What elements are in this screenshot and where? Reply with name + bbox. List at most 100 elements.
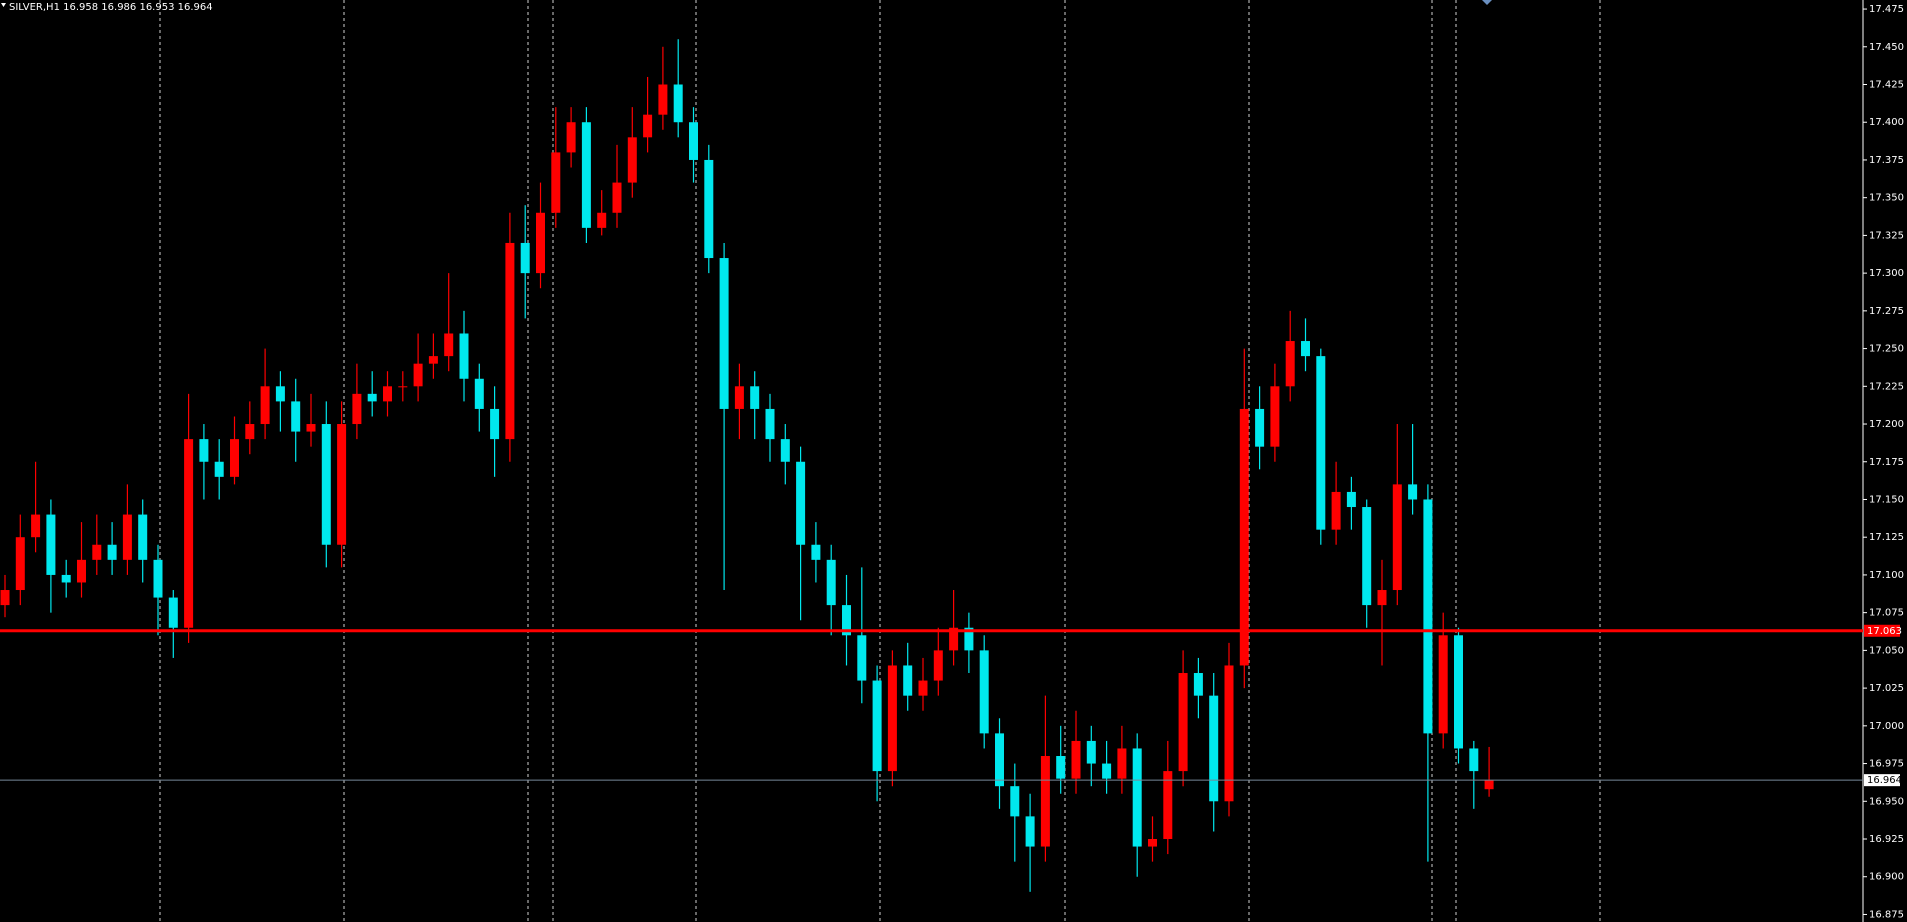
candle-body xyxy=(1071,740,1081,779)
candle-body xyxy=(1423,499,1433,734)
candle-body xyxy=(1148,839,1157,847)
candle-body xyxy=(1469,748,1479,772)
candle-body xyxy=(658,84,668,115)
candle-body xyxy=(352,393,362,425)
candle-body xyxy=(1132,748,1142,847)
candle-body xyxy=(245,424,255,440)
price-label-box xyxy=(1864,774,1900,787)
y-tick-label: 17.250 xyxy=(1869,344,1904,355)
candle-body xyxy=(643,114,653,138)
candle-body xyxy=(459,333,469,379)
candle-body xyxy=(872,680,882,772)
candle-body xyxy=(1163,771,1173,840)
candle-body xyxy=(949,627,959,651)
y-tick-label: 17.000 xyxy=(1869,721,1904,732)
candle-body xyxy=(995,733,1004,787)
candle-body xyxy=(61,574,71,583)
candle-body xyxy=(536,212,545,274)
y-tick-label: 17.125 xyxy=(1869,532,1904,543)
candle-body xyxy=(1285,341,1295,387)
candle-body xyxy=(857,635,867,681)
candle-body xyxy=(122,514,132,560)
candle-body xyxy=(566,122,576,153)
candle-body xyxy=(505,242,515,440)
candle-body xyxy=(1040,756,1050,847)
y-tick-label: 17.100 xyxy=(1869,570,1904,581)
candle-body xyxy=(581,122,591,228)
candle-body xyxy=(704,159,714,259)
candle-body xyxy=(964,627,974,651)
candle-body xyxy=(153,559,163,598)
candle-body xyxy=(1454,635,1463,749)
candle-body xyxy=(107,544,117,560)
candle-body xyxy=(765,408,775,440)
candle-body xyxy=(275,386,285,402)
candle-body xyxy=(184,439,194,628)
candle-body xyxy=(1346,491,1356,508)
candle-body xyxy=(1117,748,1127,779)
candle-body xyxy=(398,386,408,388)
candle-body xyxy=(597,212,607,228)
candle-body xyxy=(1438,635,1448,734)
candle-body xyxy=(826,559,836,606)
candle-body xyxy=(138,514,148,560)
candle-body xyxy=(520,242,530,274)
candle-body xyxy=(92,544,102,560)
indicator-icon xyxy=(1,3,6,7)
candle-body xyxy=(1056,756,1066,779)
y-tick-label: 17.225 xyxy=(1869,381,1904,392)
candle-body xyxy=(383,386,392,402)
candle-body xyxy=(0,590,10,606)
y-tick-label: 16.975 xyxy=(1869,759,1904,770)
candle-body xyxy=(780,439,790,462)
candle-body xyxy=(1010,786,1020,817)
y-tick-label: 17.175 xyxy=(1869,457,1904,468)
candle-body xyxy=(612,182,622,213)
candle-body xyxy=(887,665,897,772)
candle-body xyxy=(1484,780,1494,790)
price-label: 17.063 xyxy=(1867,626,1902,637)
candle-body xyxy=(933,650,943,681)
price-label-box xyxy=(1864,624,1900,637)
candle-body xyxy=(673,84,683,123)
y-tick-label: 17.050 xyxy=(1869,645,1904,656)
y-tick-label: 17.325 xyxy=(1869,230,1904,241)
candle-body xyxy=(1362,507,1372,606)
candle-body xyxy=(428,356,438,364)
y-tick-label: 17.075 xyxy=(1869,608,1904,619)
candle-body xyxy=(490,408,500,440)
candle-body xyxy=(46,514,56,575)
y-tick-label: 16.925 xyxy=(1869,834,1904,845)
candle-body xyxy=(1331,491,1341,530)
candle-body xyxy=(1025,816,1035,847)
candle-body xyxy=(77,559,86,583)
candle-body xyxy=(1377,590,1387,606)
candle-body xyxy=(1255,408,1265,447)
y-tick-label: 17.475 xyxy=(1869,4,1904,15)
y-tick-label: 17.425 xyxy=(1869,80,1904,91)
candle-body xyxy=(413,363,423,387)
candle-body xyxy=(337,424,347,545)
candle-body xyxy=(214,461,224,477)
y-tick-label: 17.350 xyxy=(1869,193,1904,204)
candle-body xyxy=(306,424,316,432)
y-tick-label: 16.875 xyxy=(1869,909,1904,920)
candle-body xyxy=(734,386,744,409)
candle-body xyxy=(1270,386,1280,447)
candle-body xyxy=(1178,673,1188,772)
y-tick-label: 17.375 xyxy=(1869,155,1904,166)
candle-body xyxy=(15,537,25,591)
candle-body xyxy=(1102,763,1112,779)
y-tick-label: 17.450 xyxy=(1869,42,1904,53)
candle-body xyxy=(260,386,270,425)
candle-body xyxy=(1086,740,1096,764)
candle-body xyxy=(168,597,178,628)
y-tick-label: 17.275 xyxy=(1869,306,1904,317)
candle-body xyxy=(918,680,928,696)
y-tick-label: 17.025 xyxy=(1869,683,1904,694)
candle-body xyxy=(1392,484,1402,591)
candle-body xyxy=(199,439,209,462)
y-tick-label: 17.400 xyxy=(1869,117,1904,128)
